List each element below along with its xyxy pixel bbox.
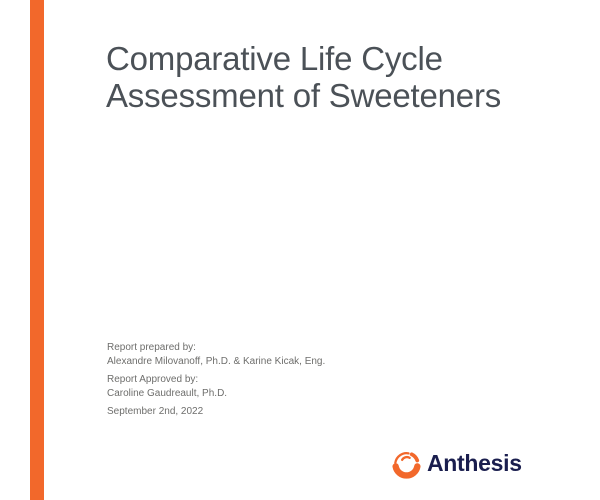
report-title-line-1: Comparative Life Cycle: [106, 40, 443, 77]
prepared-by-group: Report prepared by: Alexandre Milovanoff…: [107, 341, 325, 369]
report-title-line-2: Assessment of Sweeteners: [106, 77, 502, 114]
anthesis-wordmark: Anthesis: [427, 450, 522, 476]
prepared-by-label: Report prepared by:: [107, 342, 196, 353]
approved-by-label: Report Approved by:: [107, 374, 199, 385]
report-title: Comparative Life Cycle Assessment of Swe…: [106, 40, 501, 114]
accent-bar: [30, 0, 44, 500]
approved-by-names: Caroline Gaudreault, Ph.D.: [107, 388, 228, 399]
anthesis-globe-icon: [392, 450, 421, 479]
anthesis-logo: Anthesis: [392, 450, 522, 479]
report-date: September 2nd, 2022: [107, 406, 204, 417]
credits-block: Report prepared by: Alexandre Milovanoff…: [107, 341, 325, 423]
prepared-by-names: Alexandre Milovanoff, Ph.D. & Karine Kic…: [107, 356, 326, 367]
approved-by-group: Report Approved by: Caroline Gaudreault,…: [107, 373, 325, 401]
